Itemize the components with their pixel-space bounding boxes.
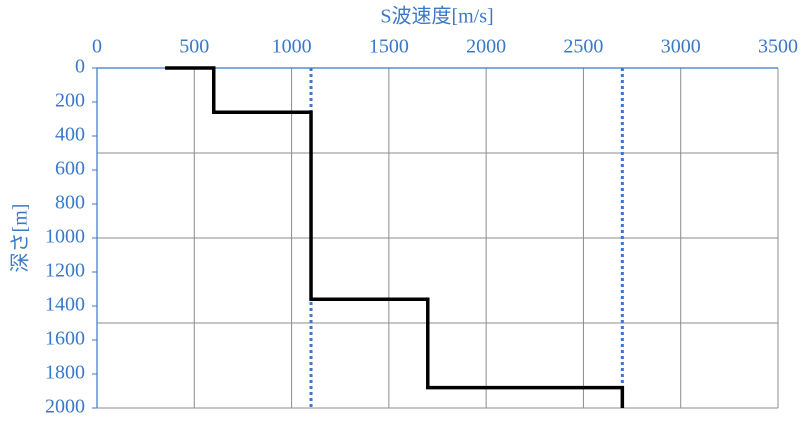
y-tick-label: 1400 <box>45 294 85 316</box>
y-tick-label: 1600 <box>45 328 85 350</box>
y-tick-label: 1200 <box>45 260 85 282</box>
y-axis-title: 深さ[m] <box>9 204 32 273</box>
y-tick-label: 400 <box>55 124 85 146</box>
y-tick-label: 0 <box>75 56 85 78</box>
x-tick-label: 1000 <box>272 36 312 58</box>
y-tick-label: 2000 <box>45 396 85 418</box>
y-tick-label: 600 <box>55 158 85 180</box>
x-tick-label: 3000 <box>661 36 701 58</box>
x-tick-label: 1500 <box>369 36 409 58</box>
x-tick-label: 2000 <box>466 36 506 58</box>
y-tick-label: 1800 <box>45 362 85 384</box>
x-tick-label: 500 <box>179 36 209 58</box>
y-tick-label: 800 <box>55 192 85 214</box>
y-tick-label: 200 <box>55 90 85 112</box>
x-tick-label: 0 <box>92 36 102 58</box>
x-tick-label: 3500 <box>758 36 798 58</box>
x-tick-label: 2500 <box>563 36 603 58</box>
step-line <box>165 66 625 408</box>
y-tick-label: 1000 <box>45 226 85 248</box>
x-axis-title: S波速度[m/s] <box>380 5 493 28</box>
